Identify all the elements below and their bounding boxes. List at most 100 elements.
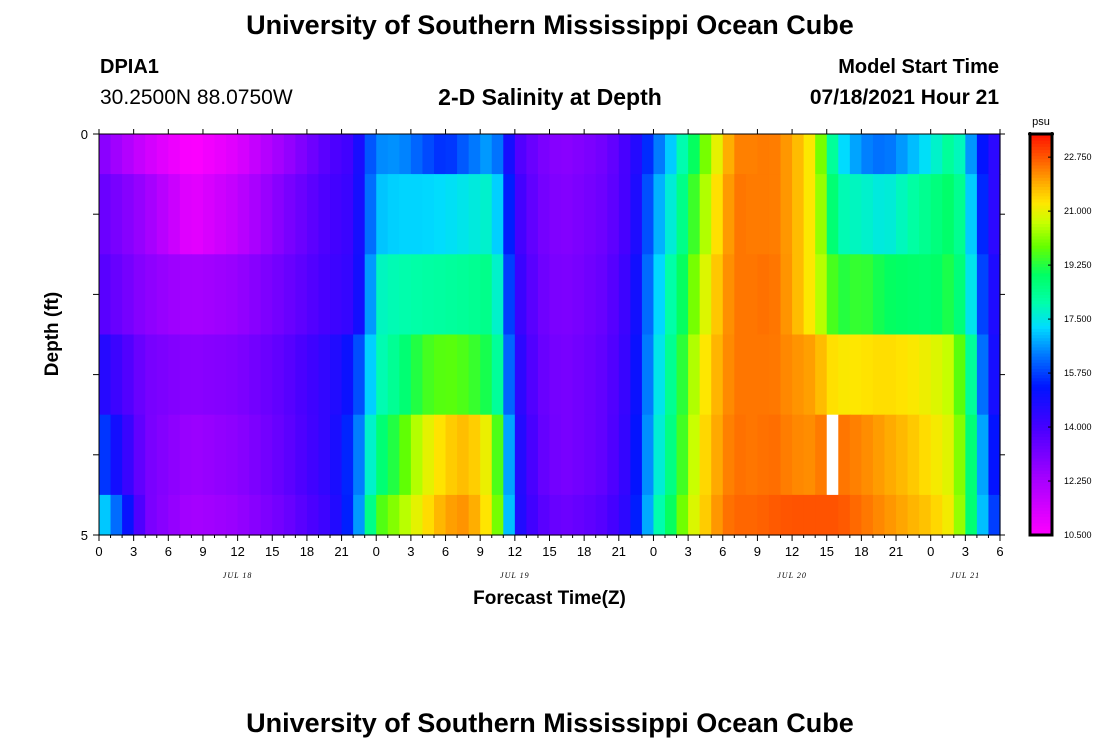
heatmap-cell: [734, 494, 747, 536]
heatmap-cell: [202, 334, 216, 416]
heatmap-cell: [283, 334, 296, 416]
colorbar-swatch: [1030, 497, 1052, 502]
heatmap-cell: [953, 334, 966, 416]
colorbar-swatch: [1030, 309, 1052, 314]
colorbar-swatch: [1030, 380, 1052, 385]
heatmap-cell: [156, 134, 169, 175]
heatmap-cell: [330, 334, 343, 416]
heatmap-cell: [99, 414, 112, 496]
heatmap-cell: [561, 174, 574, 255]
footer-title: University of Southern Mississippi Ocean…: [246, 708, 854, 738]
colorbar-swatch: [1030, 414, 1052, 419]
heatmap-cell: [803, 334, 816, 416]
heatmap-cell: [896, 254, 909, 336]
heatmap-cell: [306, 254, 320, 336]
heatmap-cell: [122, 134, 135, 175]
heatmap-cell: [353, 134, 366, 175]
heatmap-cell: [919, 174, 932, 255]
heatmap-cell: [376, 134, 389, 175]
heatmap-cell: [480, 134, 493, 175]
x-tick-label: 15: [819, 544, 833, 559]
x-tick-label: 12: [508, 544, 522, 559]
heatmap-cell: [768, 494, 782, 536]
heatmap-cell: [745, 414, 759, 496]
heatmap-cell: [387, 174, 400, 255]
heatmap-cell: [480, 414, 493, 496]
colorbar-swatch: [1030, 439, 1052, 444]
heatmap-cell: [306, 414, 320, 496]
colorbar-swatch: [1030, 248, 1052, 252]
heatmap-cell: [641, 174, 655, 255]
heatmap-cell: [364, 174, 377, 255]
colorbar-swatch: [1030, 476, 1052, 481]
colorbar-swatch: [1030, 479, 1052, 484]
heatmap-cell: [768, 414, 782, 496]
heatmap-cell: [503, 414, 516, 496]
heatmap-cell: [110, 134, 123, 175]
heatmap-cell: [976, 414, 990, 496]
colorbar-swatch: [1030, 491, 1052, 496]
heatmap-cell: [919, 494, 932, 536]
heatmap-cell: [965, 134, 978, 175]
heatmap-cell: [503, 494, 516, 536]
heatmap-cell: [699, 254, 712, 336]
heatmap-cell: [353, 334, 366, 416]
heatmap-cell: [734, 134, 747, 175]
heatmap-cell: [930, 334, 943, 416]
colorbar-swatch: [1030, 143, 1052, 147]
heatmap-cell: [283, 414, 296, 496]
heatmap-cell: [976, 134, 990, 175]
heatmap-cell: [872, 414, 886, 496]
heatmap-cell: [110, 414, 123, 496]
heatmap-cell: [838, 334, 851, 416]
heatmap-cell: [641, 334, 655, 416]
colorbar-swatch: [1030, 464, 1052, 468]
colorbar-swatch: [1030, 334, 1052, 339]
heatmap-cell: [688, 134, 701, 175]
colorbar-swatch: [1030, 331, 1052, 336]
heatmap-cell: [272, 174, 285, 255]
heatmap-cell: [792, 134, 805, 175]
colorbar-swatch: [1030, 297, 1052, 302]
colorbar-swatch: [1030, 411, 1052, 416]
heatmap-cell: [745, 254, 759, 336]
x-tick-label: 15: [542, 544, 556, 559]
heatmap-cell: [549, 414, 562, 496]
heatmap-cell: [676, 414, 689, 496]
heatmap-cell: [353, 174, 366, 255]
heatmap-cell: [572, 254, 585, 336]
colorbar-swatch: [1030, 362, 1052, 366]
plot-axes: 0 3 6 9 12 15 18 21 0 3 6 9 12 15 18 21 0 3 6 9 12 15 18 21 0 3 6 J…: [81, 127, 1005, 580]
heatmap-cell: [514, 494, 527, 536]
heatmap-cell: [237, 174, 250, 255]
heatmap-cell: [988, 254, 1001, 336]
heatmap-cell: [179, 174, 193, 255]
heatmap-cell: [168, 334, 181, 416]
heatmap-cell: [214, 174, 227, 255]
x-tick-label: 18: [854, 544, 868, 559]
heatmap-cell: [618, 334, 631, 416]
heatmap-cell: [953, 174, 966, 255]
colorbar-swatch: [1030, 183, 1052, 188]
heatmap-cell: [826, 334, 839, 416]
heatmap-cell: [896, 334, 909, 416]
heatmap-cell: [930, 414, 943, 496]
heatmap-cell: [145, 334, 158, 416]
heatmap-cell: [249, 174, 262, 255]
heatmap-cell: [272, 414, 285, 496]
heatmap-cell: [318, 334, 331, 416]
colorbar-corner-dot: [1050, 132, 1054, 136]
heatmap-cell: [838, 414, 851, 496]
heatmap-cell: [156, 254, 169, 336]
heatmap-cell: [445, 334, 458, 416]
heatmap-cell: [942, 414, 955, 496]
heatmap-cell: [653, 494, 666, 536]
colorbar-swatch: [1030, 275, 1052, 280]
heatmap-cell: [491, 334, 504, 416]
colorbar-swatch: [1030, 260, 1052, 265]
heatmap-cell: [745, 134, 759, 175]
heatmap-cell: [792, 414, 805, 496]
heatmap-cell: [965, 334, 978, 416]
heatmap-cell: [745, 334, 759, 416]
heatmap-cell: [295, 414, 308, 496]
